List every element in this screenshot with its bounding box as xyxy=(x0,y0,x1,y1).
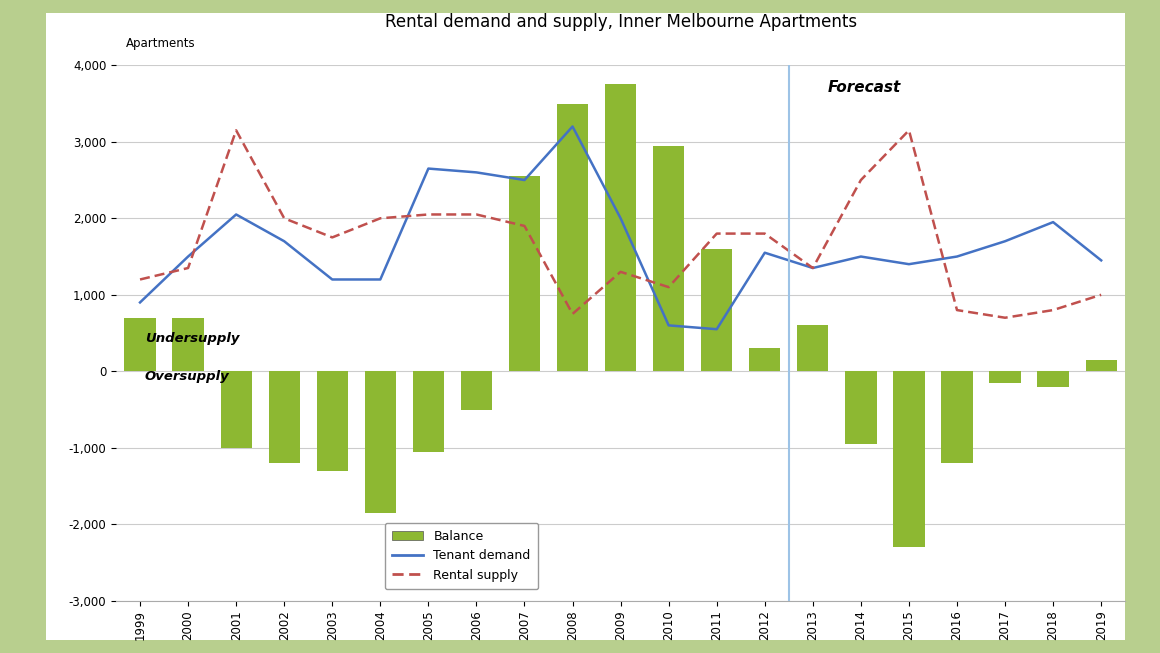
Bar xyxy=(1086,360,1117,372)
Text: Undersupply: Undersupply xyxy=(145,332,239,345)
Bar xyxy=(461,372,492,409)
Text: Forecast: Forecast xyxy=(827,80,900,95)
Bar xyxy=(1037,372,1068,387)
Bar xyxy=(942,372,972,463)
Bar xyxy=(364,372,396,513)
Bar xyxy=(989,372,1021,383)
Bar xyxy=(124,318,155,372)
Text: Oversupply: Oversupply xyxy=(145,370,230,383)
Bar xyxy=(701,249,732,372)
Title: Rental demand and supply, Inner Melbourne Apartments: Rental demand and supply, Inner Melbourn… xyxy=(384,13,857,31)
Bar xyxy=(413,372,444,452)
Bar xyxy=(653,146,684,372)
Bar xyxy=(317,372,348,471)
Bar xyxy=(846,372,877,444)
Legend: Balance, Tenant demand, Rental supply: Balance, Tenant demand, Rental supply xyxy=(385,522,538,589)
Bar xyxy=(509,176,541,372)
Bar xyxy=(220,372,252,448)
Bar xyxy=(173,318,204,372)
Bar xyxy=(269,372,299,463)
Bar xyxy=(797,325,828,372)
Text: Apartments: Apartments xyxy=(125,37,195,50)
Bar xyxy=(893,372,925,547)
Bar xyxy=(749,348,781,372)
Bar xyxy=(606,84,636,372)
Bar xyxy=(557,104,588,372)
